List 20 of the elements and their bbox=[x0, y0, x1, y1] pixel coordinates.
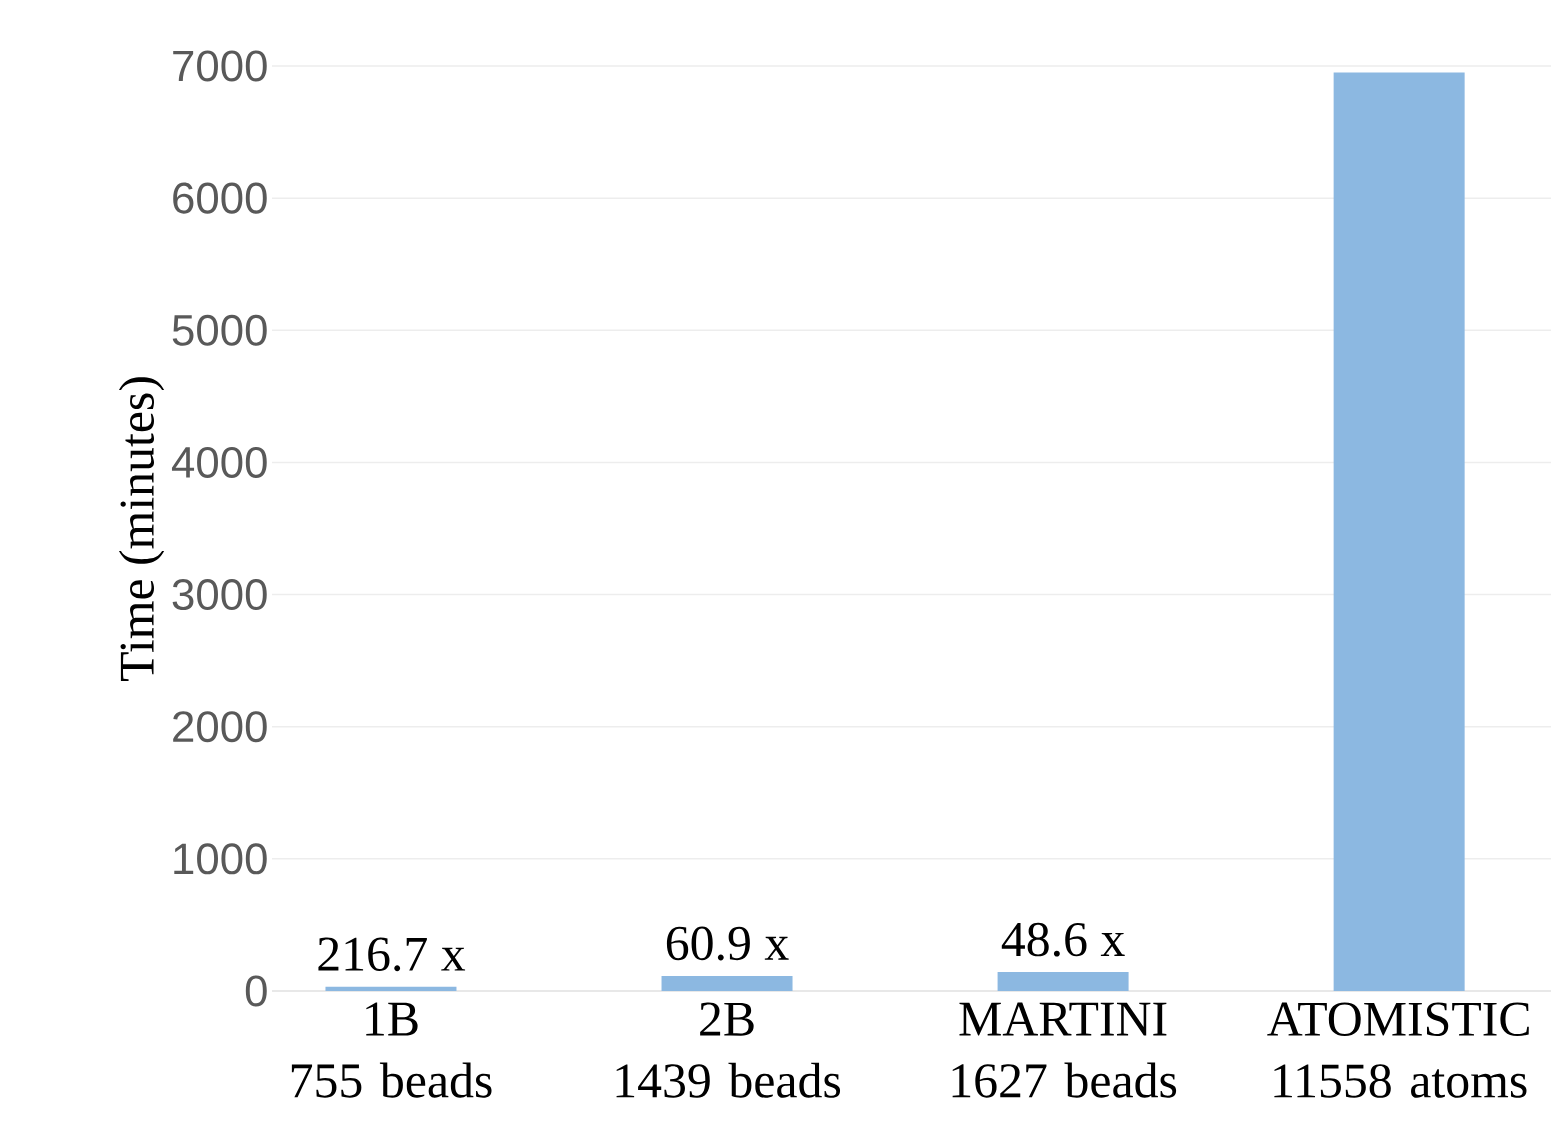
y-tick-label: 4000 bbox=[171, 446, 267, 478]
annotation: 48.6 x bbox=[1001, 922, 1125, 957]
x-tick-label: MARTINI 1627 beads bbox=[952, 1002, 1177, 1098]
y-tick-label: 1000 bbox=[174, 843, 267, 875]
x-tick-label: ATOMISTIC 11558 atoms bbox=[1267, 1002, 1529, 1098]
y-tick-label: 6000 bbox=[173, 182, 267, 214]
y-tick-label: 0 bbox=[245, 975, 267, 1007]
y-tick-label: 3000 bbox=[172, 579, 267, 611]
x-tick-label: 2B 1439 beads bbox=[616, 1002, 841, 1098]
annotation: 216.7 x bbox=[318, 937, 466, 972]
bar bbox=[661, 975, 793, 991]
bar bbox=[325, 986, 457, 991]
y-axis-title: Time (minutes) bbox=[118, 377, 165, 681]
y-tick-label: 2000 bbox=[173, 711, 267, 743]
x-tick-label: 1B 755 beads bbox=[291, 1002, 492, 1098]
annotation: 60.9 x bbox=[666, 926, 789, 961]
bar bbox=[1333, 72, 1465, 991]
y-tick-label: 5000 bbox=[172, 314, 267, 346]
bar bbox=[997, 972, 1129, 991]
y-tick-label: 7000 bbox=[173, 50, 267, 82]
